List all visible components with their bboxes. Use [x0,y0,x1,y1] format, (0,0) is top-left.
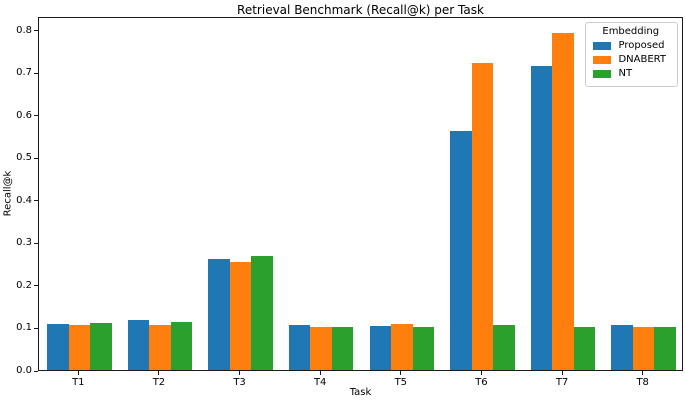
y-tickmark [34,157,38,159]
legend-entry-nt: NT [593,68,668,79]
bar-nt-T4 [331,327,354,370]
legend-swatch-dnabert [593,55,612,64]
x-tick-label: T7 [555,377,569,388]
x-axis-label: Task [349,387,372,398]
y-tick-label: 0.7 [16,67,32,79]
bar-dnabert-T3 [229,262,252,370]
bar-nt-T1 [90,323,112,370]
y-tickmark [34,370,38,372]
legend-label-proposed: Proposed [618,40,665,51]
x-tickmark [158,371,160,375]
y-tickmark [34,285,38,287]
x-tickmark [642,371,644,375]
x-tick-label: T4 [313,377,327,388]
legend-swatch-nt [593,69,612,78]
legend-title: Embedding [602,26,660,37]
legend: Embedding Proposed DNABERT NT [585,22,678,87]
bar-proposed-T1 [47,323,69,370]
bar-nt-T7 [573,327,596,370]
y-tickmark [34,115,38,117]
y-tickmark [34,72,38,74]
legend-label-dnabert: DNABERT [618,54,666,65]
bar-proposed-T8 [611,324,633,370]
y-axis-label: Recall@k [2,170,14,217]
y-tickmark [34,200,38,202]
bar-proposed-T6 [450,130,472,370]
y-tickmark [34,327,38,329]
bar-proposed-T5 [369,326,392,370]
y-tick-label: 0.0 [16,365,32,376]
bar-dnabert-T1 [68,324,91,370]
bar-dnabert-T5 [391,324,413,370]
y-tickmark [34,242,38,244]
bar-nt-T6 [493,324,515,370]
x-tickmark [319,371,321,375]
y-tick-label: 0.8 [16,24,32,36]
y-tick-label: 0.1 [16,322,32,334]
y-tick-label: 0.6 [16,109,32,121]
x-tickmark [480,371,482,375]
plot-area: Embedding Proposed DNABERT NT [38,17,683,371]
bar-nt-T8 [654,326,676,370]
bar-dnabert-T6 [471,63,494,370]
legend-entries: Proposed DNABERT NT [593,40,668,79]
bar-proposed-T4 [288,324,311,370]
bar-dnabert-T2 [149,324,171,370]
y-tickmark [34,30,38,32]
bar-nt-T3 [251,256,273,370]
bar-dnabert-T4 [310,327,332,370]
bar-dnabert-T8 [632,326,655,370]
x-tick-label: T3 [233,377,246,388]
legend-entry-proposed: Proposed [593,40,668,51]
x-tickmark [561,371,563,375]
bar-nt-T2 [170,322,193,370]
chart-title: Retrieval Benchmark (Recall@k) per Task [237,3,484,17]
x-tickmark [77,371,79,375]
y-tick-label: 0.3 [16,237,32,249]
legend-label-nt: NT [618,68,633,79]
x-tick-label: T8 [636,377,649,388]
x-tickmark [400,371,402,375]
x-tick-label: T5 [394,377,408,388]
bar-proposed-T2 [127,320,150,370]
legend-swatch-proposed [593,41,612,50]
x-tick-label: T6 [475,377,488,388]
bar-dnabert-T7 [552,33,574,370]
bar-nt-T5 [412,327,435,370]
x-tick-label: T1 [72,377,85,388]
bar-proposed-T7 [530,66,553,370]
x-tickmark [239,371,241,375]
bar-proposed-T3 [208,259,230,370]
y-tick-label: 0.4 [16,194,32,206]
y-tick-label: 0.5 [16,152,32,164]
y-tick-label: 0.2 [16,279,32,291]
legend-entry-dnabert: DNABERT [593,54,668,65]
x-tick-label: T2 [152,377,166,388]
